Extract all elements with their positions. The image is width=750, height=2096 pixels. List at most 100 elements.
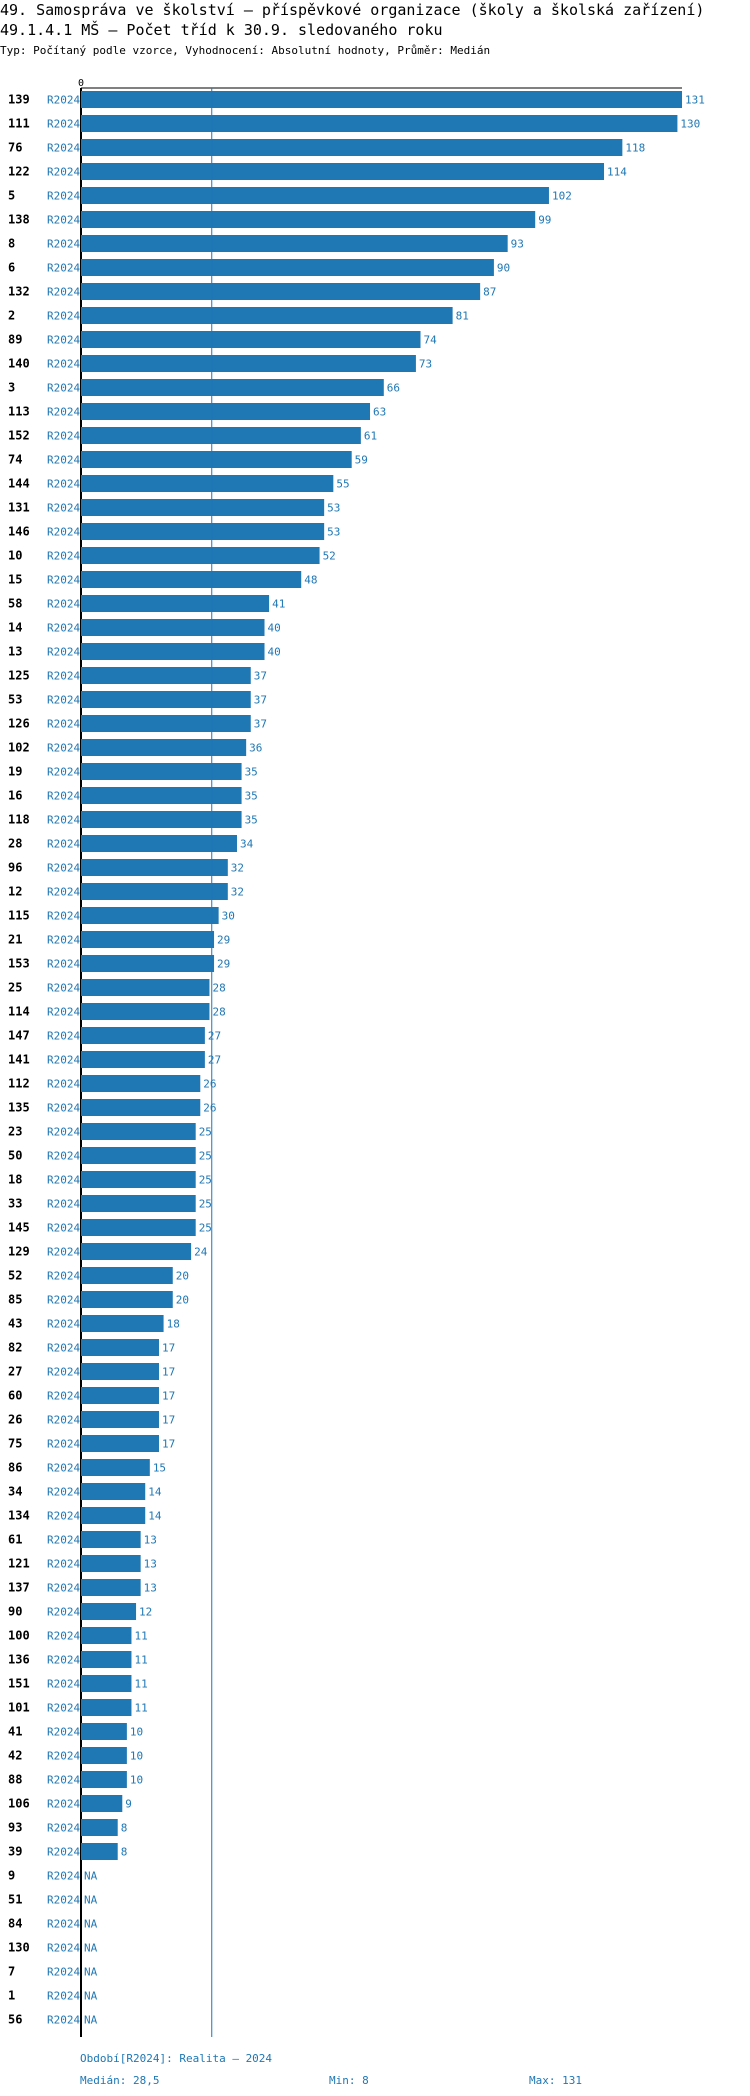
bar	[81, 1795, 123, 1812]
row-label: 34	[8, 1485, 22, 1499]
series-label: R2024	[47, 910, 80, 923]
value-label: 28	[212, 982, 225, 995]
value-label: 24	[194, 1246, 208, 1259]
series-label: R2024	[47, 334, 80, 347]
series-label: R2024	[47, 718, 80, 731]
value-label: 8	[121, 1822, 128, 1835]
bar	[81, 1747, 127, 1764]
row-label: 43	[8, 1317, 22, 1331]
bar	[81, 1771, 127, 1788]
value-label: 87	[483, 286, 496, 299]
value-label: 61	[364, 430, 377, 443]
row-label: 88	[8, 1773, 22, 1787]
series-label: R2024	[47, 94, 80, 107]
bar	[81, 1339, 159, 1356]
row-label: 56	[8, 2013, 22, 2027]
series-label: R2024	[47, 1582, 80, 1595]
value-label: 36	[249, 742, 262, 755]
series-label: R2024	[47, 190, 80, 203]
value-label: 10	[130, 1774, 143, 1787]
bar	[81, 475, 334, 492]
value-label: 11	[134, 1702, 147, 1715]
series-label: R2024	[47, 1606, 80, 1619]
row-label: 15	[8, 573, 22, 587]
series-label: R2024	[47, 1078, 80, 1091]
row-label: 8	[8, 237, 15, 251]
row-label: 10	[8, 549, 22, 563]
row-label: 126	[8, 717, 30, 731]
row-label: 141	[8, 1053, 30, 1067]
bar	[81, 1507, 146, 1524]
row-label: 39	[8, 1845, 22, 1859]
row-label: 139	[8, 93, 30, 107]
row-label: 9	[8, 1869, 15, 1883]
series-label: R2024	[47, 1774, 80, 1787]
row-label: 12	[8, 885, 22, 899]
series-label: R2024	[47, 982, 80, 995]
bar	[81, 1363, 159, 1380]
value-label-na: NA	[84, 1870, 98, 1883]
footer-period: Období[R2024]: Realita – 2024	[80, 2052, 273, 2065]
value-label: 20	[176, 1294, 189, 1307]
value-label: 52	[323, 550, 336, 563]
value-label: 37	[254, 718, 267, 731]
value-label: 37	[254, 670, 267, 683]
bar	[81, 1243, 192, 1260]
bar	[81, 547, 320, 564]
bar	[81, 691, 251, 708]
bar	[81, 1003, 210, 1020]
series-label: R2024	[47, 934, 80, 947]
series-label: R2024	[47, 742, 80, 755]
row-label: 5	[8, 189, 15, 203]
value-label: 32	[231, 862, 244, 875]
value-label: 131	[685, 94, 705, 107]
row-label: 86	[8, 1461, 22, 1475]
row-label: 74	[8, 453, 22, 467]
row-label: 25	[8, 981, 22, 995]
value-label: 35	[245, 766, 258, 779]
bar	[81, 187, 549, 204]
bar	[81, 883, 228, 900]
bar	[81, 1267, 173, 1284]
value-label: 26	[203, 1102, 216, 1115]
row-label: 121	[8, 1557, 30, 1571]
row-label: 89	[8, 333, 22, 347]
bar	[81, 259, 494, 276]
bar	[81, 859, 228, 876]
series-label: R2024	[47, 1990, 80, 2003]
series-label: R2024	[47, 1966, 80, 1979]
bar	[81, 211, 536, 228]
bar	[81, 91, 682, 108]
series-label: R2024	[47, 382, 80, 395]
series-label: R2024	[47, 430, 80, 443]
series-label: R2024	[47, 790, 80, 803]
value-label: 114	[607, 166, 627, 179]
value-label: 15	[153, 1462, 166, 1475]
bar	[81, 571, 302, 588]
bar	[81, 163, 605, 180]
value-label: 20	[176, 1270, 189, 1283]
series-label: R2024	[47, 670, 80, 683]
value-label: 25	[199, 1222, 212, 1235]
value-label: 27	[208, 1030, 221, 1043]
series-label: R2024	[47, 1318, 80, 1331]
value-label: 26	[203, 1078, 216, 1091]
series-label: R2024	[47, 1678, 80, 1691]
row-label: 19	[8, 765, 22, 779]
value-label: 13	[144, 1582, 157, 1595]
series-label: R2024	[47, 1750, 80, 1763]
value-label: 30	[222, 910, 235, 923]
series-label: R2024	[47, 814, 80, 827]
value-label: 25	[199, 1126, 212, 1139]
value-label: 17	[162, 1438, 175, 1451]
value-label-na: NA	[84, 1894, 98, 1907]
row-label: 33	[8, 1197, 22, 1211]
value-label: 28	[212, 1006, 225, 1019]
value-label-na: NA	[84, 1942, 98, 1955]
bar	[81, 763, 242, 780]
value-label: 17	[162, 1414, 175, 1427]
row-label: 21	[8, 933, 22, 947]
bar	[81, 1675, 132, 1692]
value-label: 11	[134, 1630, 147, 1643]
